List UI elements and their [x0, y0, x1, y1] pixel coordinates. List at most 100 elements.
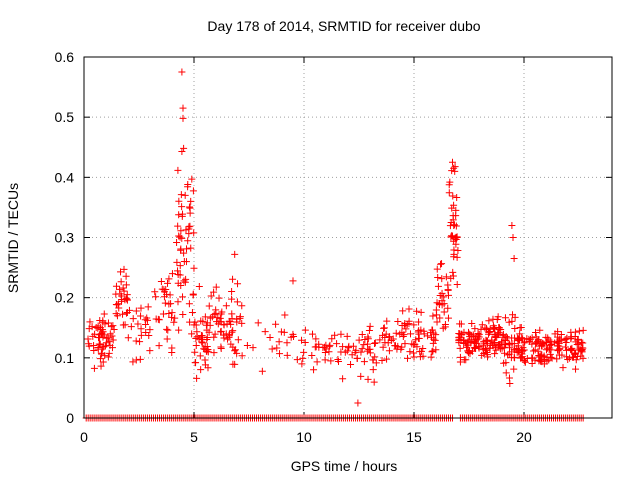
data-point	[109, 322, 117, 330]
data-point	[413, 343, 421, 351]
data-point	[453, 193, 461, 201]
data-point	[122, 281, 130, 289]
data-point	[508, 221, 516, 229]
data-point	[575, 327, 583, 335]
data-point	[180, 144, 188, 152]
data-point	[92, 324, 100, 332]
data-point	[531, 346, 539, 354]
data-point	[210, 333, 218, 341]
data-point	[564, 355, 572, 363]
data-point	[174, 222, 182, 230]
data-point	[455, 330, 463, 338]
data-point	[325, 348, 333, 356]
data-point	[405, 305, 413, 313]
data-point	[229, 360, 237, 368]
data-point	[547, 340, 555, 348]
x-tick-label: 0	[80, 429, 88, 445]
data-point	[321, 349, 329, 357]
data-point	[444, 286, 452, 294]
data-point	[276, 350, 284, 358]
data-point	[193, 333, 201, 341]
data-point	[511, 354, 519, 362]
data-point	[272, 320, 280, 328]
data-point	[433, 311, 441, 319]
data-point	[85, 342, 93, 350]
data-point	[486, 341, 494, 349]
data-point	[165, 300, 173, 308]
data-point	[229, 327, 237, 335]
data-point	[217, 327, 225, 335]
data-point	[313, 358, 321, 366]
data-point	[511, 324, 519, 332]
data-point	[401, 340, 409, 348]
data-point	[464, 348, 472, 356]
data-point	[112, 301, 120, 309]
data-point	[353, 354, 361, 362]
data-point	[319, 343, 327, 351]
data-point	[199, 318, 207, 326]
data-point	[491, 350, 499, 358]
data-point	[327, 357, 335, 365]
data-point	[186, 209, 194, 217]
data-point	[551, 330, 559, 338]
data-point	[334, 355, 342, 363]
data-point	[192, 335, 200, 343]
data-point	[516, 324, 524, 332]
data-point	[120, 265, 128, 273]
data-point	[238, 352, 246, 360]
data-point	[104, 319, 112, 327]
data-points	[82, 68, 587, 422]
y-tick-label: 0.1	[55, 350, 75, 366]
data-point	[178, 68, 186, 76]
data-point	[515, 335, 523, 343]
data-point	[179, 210, 187, 218]
data-point	[358, 331, 366, 339]
data-point	[178, 147, 186, 155]
data-point	[364, 340, 372, 348]
data-point	[450, 222, 458, 230]
x-tick-label: 20	[516, 429, 532, 445]
data-point	[193, 374, 201, 382]
data-point	[96, 317, 104, 325]
data-point	[535, 342, 543, 350]
data-point	[389, 335, 397, 343]
data-point	[376, 336, 384, 344]
data-point	[416, 348, 424, 356]
data-point	[402, 325, 410, 333]
data-point	[439, 324, 447, 332]
data-point	[159, 310, 167, 318]
data-point	[106, 341, 114, 349]
data-point	[385, 333, 393, 341]
data-point	[283, 351, 291, 359]
data-point	[217, 310, 225, 318]
data-point	[494, 330, 502, 338]
data-point	[195, 283, 203, 291]
data-point	[448, 204, 456, 212]
data-point	[339, 343, 347, 351]
data-point	[440, 308, 448, 316]
data-point	[557, 330, 565, 338]
data-point	[233, 318, 241, 326]
y-tick-label: 0.6	[55, 49, 75, 65]
data-point	[119, 284, 127, 292]
data-point	[505, 318, 513, 326]
data-point	[182, 275, 190, 283]
data-point	[347, 360, 355, 368]
data-point	[393, 345, 401, 353]
data-point	[449, 272, 457, 280]
data-point	[120, 287, 128, 295]
x-axis-label: GPS time / hours	[291, 458, 398, 474]
data-point	[121, 321, 129, 329]
data-point	[483, 337, 491, 345]
data-point	[419, 344, 427, 352]
data-point	[466, 350, 474, 358]
data-point	[394, 318, 402, 326]
data-point	[514, 337, 522, 345]
data-point	[485, 328, 493, 336]
data-point	[518, 334, 526, 342]
data-point	[451, 167, 459, 175]
data-point	[108, 332, 116, 340]
data-point	[300, 348, 308, 356]
data-point	[217, 328, 225, 336]
data-point	[308, 352, 316, 360]
